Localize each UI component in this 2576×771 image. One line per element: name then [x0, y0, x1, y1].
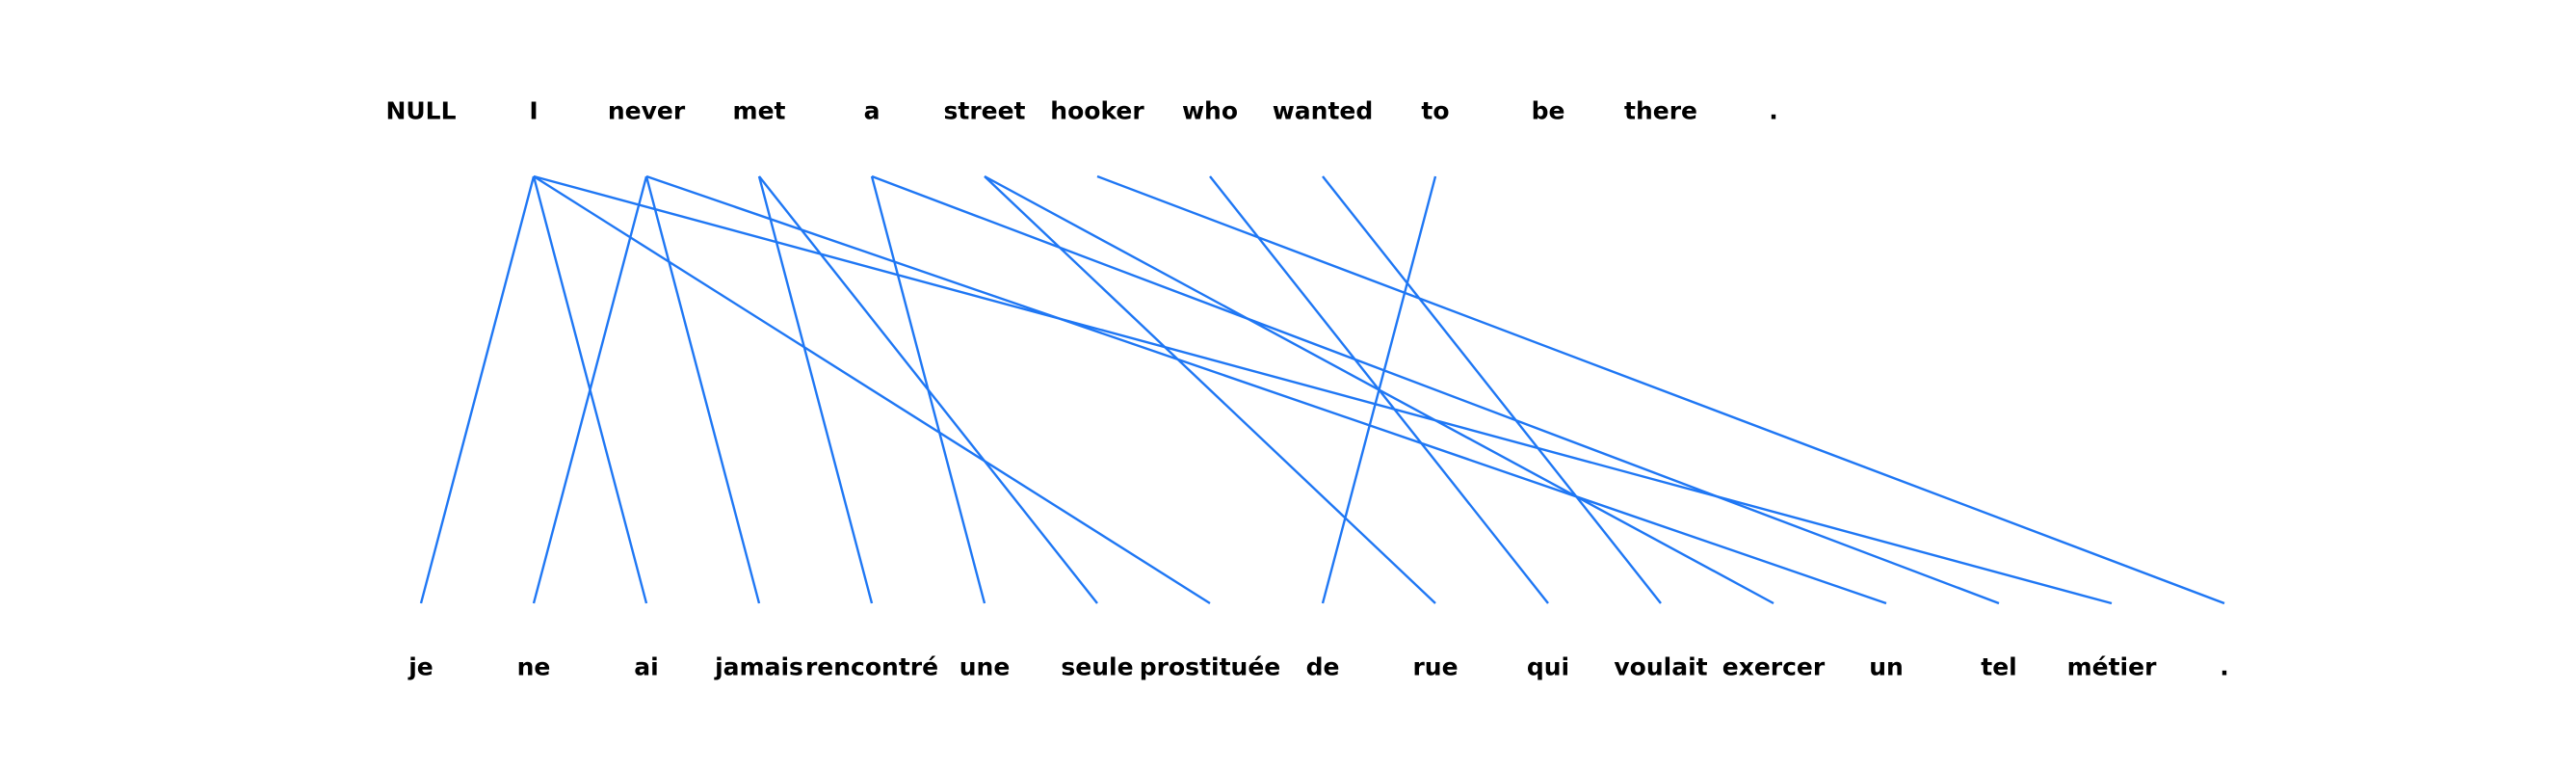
alignment-link — [870, 175, 986, 604]
alignment-link — [871, 174, 2000, 605]
target-token: jamais — [714, 653, 803, 681]
target-token: rue — [1412, 653, 1458, 681]
source-token: NULL — [385, 97, 456, 125]
target-token: métier — [2067, 653, 2157, 681]
source-token: met — [733, 97, 786, 125]
target-token: de — [1306, 653, 1340, 681]
target-token: seule — [1061, 653, 1133, 681]
target-token: ai — [634, 653, 658, 681]
source-token: hooker — [1050, 97, 1144, 125]
target-token: une — [959, 653, 1011, 681]
target-token: qui — [1527, 653, 1569, 681]
alignment-link — [532, 175, 648, 604]
alignment-link — [984, 175, 1436, 604]
target-token: . — [2220, 653, 2229, 681]
target-tokens: je ne ai jamais rencontré une seule prostituée d… — [407, 653, 2229, 681]
alignment-link — [1096, 174, 2225, 605]
source-token: a — [864, 97, 881, 125]
source-token: be — [1532, 97, 1565, 125]
alignment-link — [533, 174, 1211, 605]
target-token: je — [407, 653, 434, 681]
target-token: ne — [517, 653, 551, 681]
target-token: exercer — [1722, 653, 1826, 681]
target-token: un — [1869, 653, 1904, 681]
source-token: wanted — [1273, 97, 1374, 125]
alignment-link — [1322, 175, 1662, 604]
target-token: tel — [1981, 653, 2016, 681]
alignment-link — [757, 175, 874, 604]
source-token: . — [1769, 97, 1778, 125]
source-token: there — [1624, 97, 1697, 125]
alignment-link — [533, 174, 2113, 605]
source-token: I — [529, 97, 538, 125]
alignment-link — [1321, 175, 1437, 604]
source-token: who — [1182, 97, 1238, 125]
target-token: prostituée — [1140, 653, 1280, 681]
source-token: to — [1421, 97, 1449, 125]
alignment-link — [644, 175, 761, 604]
alignment-link — [645, 174, 1887, 605]
target-token: rencontré — [805, 653, 938, 681]
source-token: never — [608, 97, 686, 125]
target-token: voulait — [1614, 653, 1707, 681]
alignment-link — [419, 175, 536, 604]
source-token: street — [943, 97, 1025, 125]
alignment-links — [419, 174, 2225, 605]
